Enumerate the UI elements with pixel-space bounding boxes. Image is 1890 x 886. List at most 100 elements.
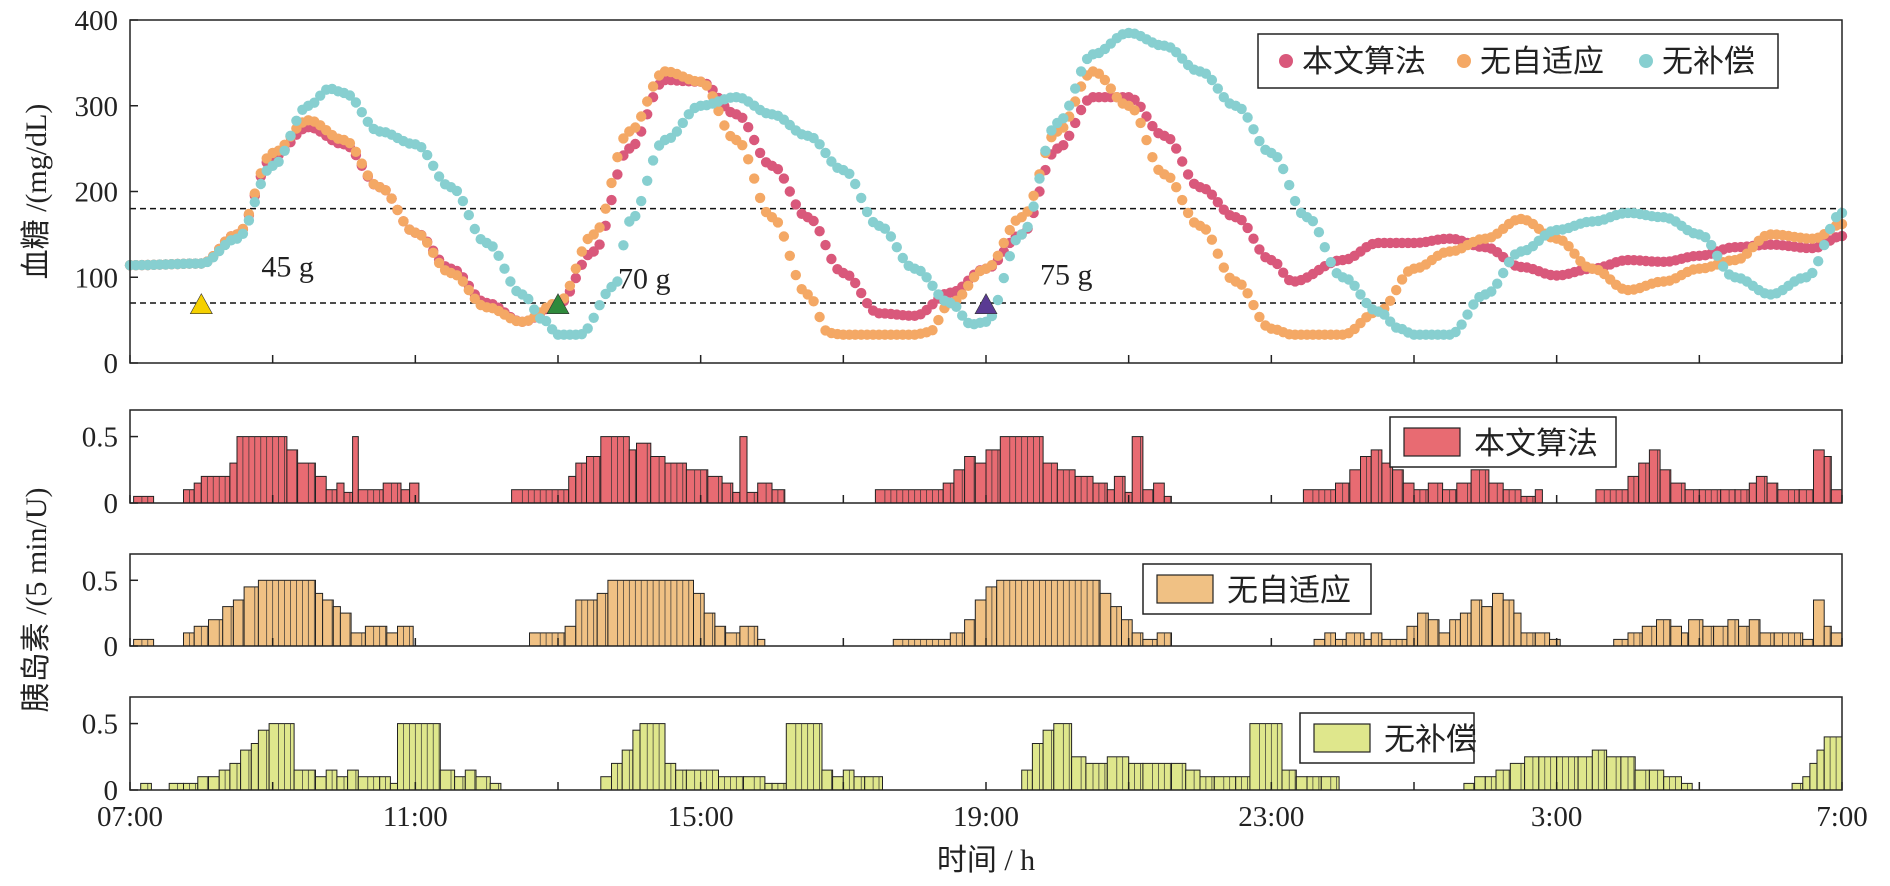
- point-无自适应: [1135, 117, 1146, 129]
- y-tick-label: 0.5: [82, 422, 118, 454]
- insulin-bar: [1538, 756, 1558, 791]
- insulin-bar: [208, 619, 224, 647]
- point-无补偿: [356, 107, 367, 118]
- point-无补偿: [951, 301, 962, 312]
- legend-label-无自适应: 无自适应: [1227, 573, 1351, 608]
- point-本文算法: [1272, 258, 1283, 270]
- point-无自适应: [1004, 224, 1015, 236]
- insulin-bar: [1042, 462, 1058, 504]
- insulin-bar: [739, 436, 748, 504]
- insulin-bar: [1142, 638, 1158, 647]
- insulin-bar: [1681, 782, 1693, 791]
- point-无自适应: [749, 173, 760, 184]
- point-无自适应: [416, 230, 427, 241]
- point-无补偿: [1242, 112, 1253, 123]
- insulin-bar: [1438, 632, 1451, 647]
- insulin-bar: [707, 475, 723, 504]
- insulin-bar: [1720, 489, 1736, 504]
- point-无补偿: [428, 160, 439, 171]
- point-无补偿: [850, 178, 861, 190]
- insulin-bar: [257, 729, 270, 791]
- insulin-bar: [229, 462, 238, 504]
- point-无补偿: [861, 206, 873, 218]
- point-无自适应: [1105, 83, 1117, 94]
- point-无自适应: [1171, 182, 1182, 193]
- point-无自适应: [647, 81, 659, 92]
- insulin-bar: [1417, 612, 1429, 647]
- insulin-bar: [1121, 619, 1133, 647]
- point-无补偿: [582, 323, 593, 334]
- y-tick-label: 400: [75, 5, 119, 37]
- point-无补偿: [1819, 239, 1830, 251]
- point-本文算法: [1254, 244, 1265, 255]
- point-无自适应: [386, 193, 397, 204]
- point-无自适应: [1177, 194, 1188, 206]
- insulin-bar: [1702, 625, 1715, 647]
- point-本文算法: [861, 298, 873, 309]
- point-无补偿: [505, 276, 516, 287]
- insulin-bar: [853, 776, 866, 791]
- insulin-bar: [1648, 769, 1665, 791]
- point-无自适应: [998, 237, 1009, 249]
- insulin-bar: [386, 632, 398, 647]
- insulin-bar: [409, 482, 420, 504]
- point-无自适应: [1248, 299, 1259, 311]
- point-无自适应: [428, 247, 439, 258]
- insulin-bar: [771, 489, 786, 504]
- point-本文算法: [754, 147, 766, 159]
- glucose-y-label: 血糖 /(mg/dL): [20, 104, 53, 280]
- point-无补偿: [1717, 261, 1729, 272]
- insulin-bar: [1456, 482, 1472, 504]
- insulin-bar: [357, 776, 381, 791]
- insulin-bar: [611, 762, 623, 791]
- insulin-bar: [892, 638, 951, 647]
- insulin-bar: [693, 592, 705, 647]
- point-无自适应: [1569, 248, 1580, 259]
- point-无补偿: [1313, 227, 1325, 238]
- legend-swatch-无自适应: [1156, 574, 1214, 604]
- y-tick-label: 0: [104, 775, 119, 807]
- point-无自适应: [433, 257, 445, 269]
- insulin-bars-无补偿: [140, 723, 1843, 791]
- point-本文算法: [1171, 143, 1182, 154]
- insulin-bar: [650, 456, 666, 504]
- point-无自适应: [594, 222, 605, 233]
- insulin-bar: [229, 762, 242, 791]
- insulin-bar: [397, 723, 441, 791]
- point-无补偿: [856, 192, 867, 204]
- point-无补偿: [285, 130, 296, 141]
- point-本文算法: [850, 277, 861, 289]
- insulin-y-label: 胰岛素 /(5 min/U): [20, 488, 53, 713]
- point-无自适应: [344, 138, 356, 149]
- legend-swatch-无补偿: [1313, 723, 1371, 753]
- point-本文算法: [612, 169, 623, 180]
- y-tick-label: 0: [104, 348, 119, 380]
- insulin-bar: [639, 723, 666, 791]
- point-无自适应: [588, 229, 599, 240]
- point-无补偿: [885, 231, 897, 242]
- insulin-bar: [1142, 489, 1155, 504]
- point-无自适应: [1200, 224, 1212, 235]
- point-本文算法: [772, 164, 784, 175]
- insulin-bar: [575, 462, 587, 504]
- point-无自适应: [1391, 284, 1402, 296]
- point-无补偿: [921, 272, 932, 283]
- point-无自适应: [963, 280, 974, 291]
- insulin-bar: [1335, 638, 1347, 647]
- insulin-bar: [257, 579, 316, 647]
- point-无补偿: [1272, 152, 1283, 163]
- y-tick-label: 300: [75, 91, 119, 123]
- insulin-bar: [1021, 769, 1033, 791]
- insulin-bar: [664, 462, 687, 504]
- insulin-bar: [1759, 632, 1775, 647]
- point-本文算法: [1064, 130, 1075, 141]
- insulin-bar: [725, 632, 741, 647]
- point-无补偿: [1212, 83, 1224, 94]
- point-无自适应: [743, 154, 754, 165]
- insulin-bar: [600, 776, 612, 791]
- point-无补偿: [1462, 309, 1473, 320]
- insulin-bar: [236, 436, 288, 504]
- point-无自适应: [1385, 295, 1396, 306]
- insulin-bar: [1816, 749, 1825, 791]
- point-本文算法: [1206, 189, 1218, 200]
